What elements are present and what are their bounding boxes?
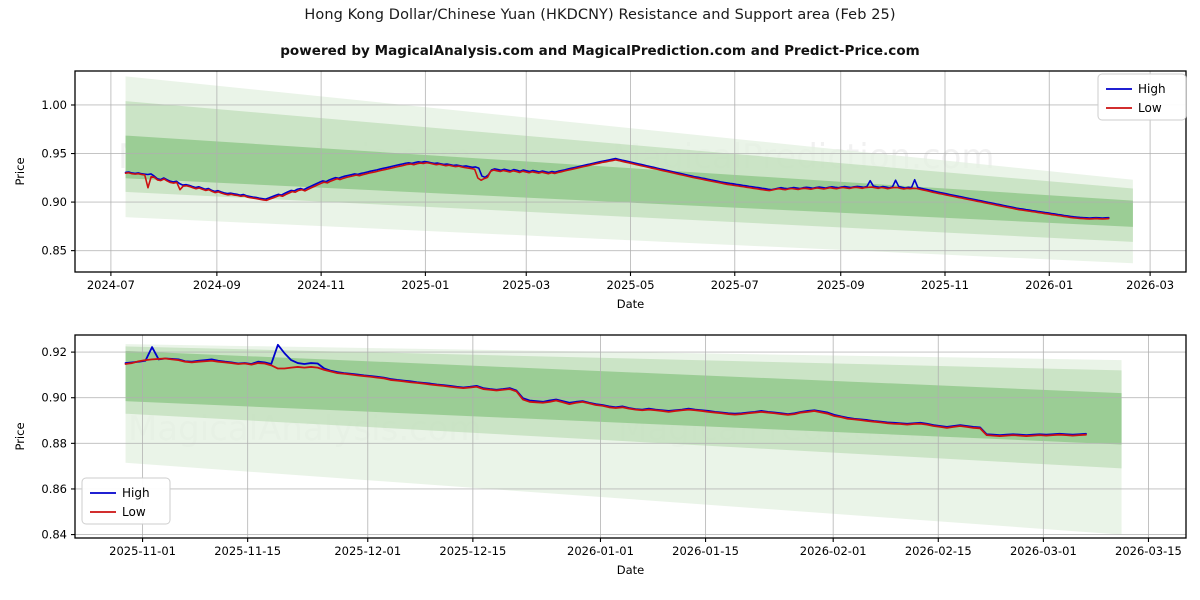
- y-tick-label: 0.92: [41, 345, 67, 359]
- upper-price-chart: MagicalAnalysis.com MagicalPrediction.com…: [13, 70, 1187, 311]
- band-inner: [125, 135, 1133, 227]
- x-axis-label: Date: [617, 563, 645, 577]
- legend-label-low: Low: [122, 505, 146, 519]
- x-tick-label: 2024-11: [297, 278, 345, 292]
- series-line-high: [124, 157, 1110, 219]
- x-tick-label: 2026-01: [1025, 278, 1073, 292]
- series-line-low: [124, 357, 1087, 437]
- legend[interactable]: High Low: [1097, 73, 1187, 121]
- y-axis: 0.84 0.86 0.88 0.90 0.92: [41, 345, 75, 542]
- y-tick-label: 0.90: [41, 391, 67, 405]
- y-tick-label: 1.00: [41, 98, 67, 112]
- x-tick-label: 2025-12-01: [334, 544, 401, 558]
- x-tick-label: 2025-07: [711, 278, 759, 292]
- x-tick-label: 2026-02-01: [800, 544, 867, 558]
- x-tick-label: 2025-01: [401, 278, 449, 292]
- y-axis-label: Price: [13, 422, 27, 450]
- x-tick-label: 2025-11-15: [214, 544, 281, 558]
- x-tick-label: 2026-03-15: [1115, 544, 1182, 558]
- x-tick-label: 2026-01-15: [672, 544, 739, 558]
- x-tick-label: 2026-03: [1126, 278, 1174, 292]
- x-axis: 2025-11-01 2025-11-15 2025-12-01 2025-12-15…: [109, 538, 1182, 558]
- gridlines: [75, 71, 1186, 272]
- lower-price-chart: MagicalAnalysis.comMagicalPrediction.com…: [13, 334, 1187, 577]
- y-tick-label: 0.95: [41, 147, 67, 161]
- plot-frame: [74, 334, 1187, 539]
- x-tick-label: 2026-03-01: [1010, 544, 1077, 558]
- x-tick-label: 2025-11-01: [109, 544, 176, 558]
- y-axis-label: Price: [13, 157, 27, 185]
- x-tick-label: 2024-07: [87, 278, 135, 292]
- x-tick-label: 2025-03: [502, 278, 550, 292]
- legend[interactable]: High Low: [81, 477, 171, 525]
- gridlines: [75, 335, 1186, 538]
- y-axis: 0.85 0.90 0.95 1.00: [41, 98, 75, 258]
- x-axis-label: Date: [617, 297, 645, 311]
- legend-label-low: Low: [1138, 101, 1162, 115]
- x-tick-label: 2025-11: [921, 278, 969, 292]
- x-tick-label: 2026-02-15: [905, 544, 972, 558]
- page-title: Hong Kong Dollar/Chinese Yuan (HKDCNY) R…: [304, 7, 896, 23]
- support-resistance-bands: [125, 76, 1133, 264]
- page-subtitle: powered by MagicalAnalysis.com and Magic…: [280, 43, 920, 59]
- y-tick-label: 0.88: [41, 436, 67, 450]
- watermark-extra: MagicalPrediction.com: [622, 274, 971, 310]
- x-tick-label: 2024-09: [193, 278, 241, 292]
- legend-label-high: High: [1138, 82, 1166, 96]
- x-tick-label: 2026-01-01: [567, 544, 634, 558]
- y-tick-label: 0.85: [41, 244, 67, 258]
- x-tick-label: 2025-12-15: [439, 544, 506, 558]
- legend-label-high: High: [122, 486, 150, 500]
- series-line-low: [124, 159, 1110, 220]
- x-tick-label: 2025-05: [606, 278, 654, 292]
- y-tick-label: 0.86: [41, 482, 67, 496]
- x-axis: 2024-07 2024-09 2024-11 2025-01 2025-03 2025-…: [87, 272, 1174, 292]
- y-tick-label: 0.84: [41, 528, 67, 542]
- x-tick-label: 2025-09: [817, 278, 865, 292]
- y-tick-label: 0.90: [41, 195, 67, 209]
